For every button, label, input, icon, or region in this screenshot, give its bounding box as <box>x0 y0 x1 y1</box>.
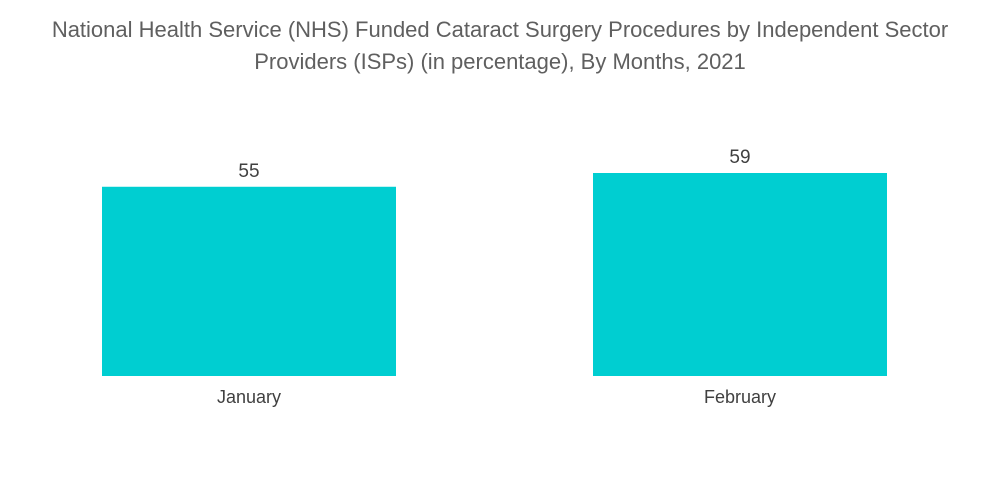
plot-area: 55 January 59 February <box>102 147 887 407</box>
chart-title-line-1: National Health Service (NHS) Funded Cat… <box>51 17 949 42</box>
bar-january <box>102 186 396 376</box>
chart-title-line-2: Providers (ISPs) (in percentage), By Mon… <box>254 49 746 74</box>
bar-february <box>593 173 887 376</box>
category-label-february: February <box>704 387 776 407</box>
category-label-january: January <box>217 387 281 407</box>
chart-title: National Health Service (NHS) Funded Cat… <box>0 14 1000 78</box>
value-label-january: 55 <box>238 161 259 182</box>
value-label-february: 59 <box>729 147 750 168</box>
